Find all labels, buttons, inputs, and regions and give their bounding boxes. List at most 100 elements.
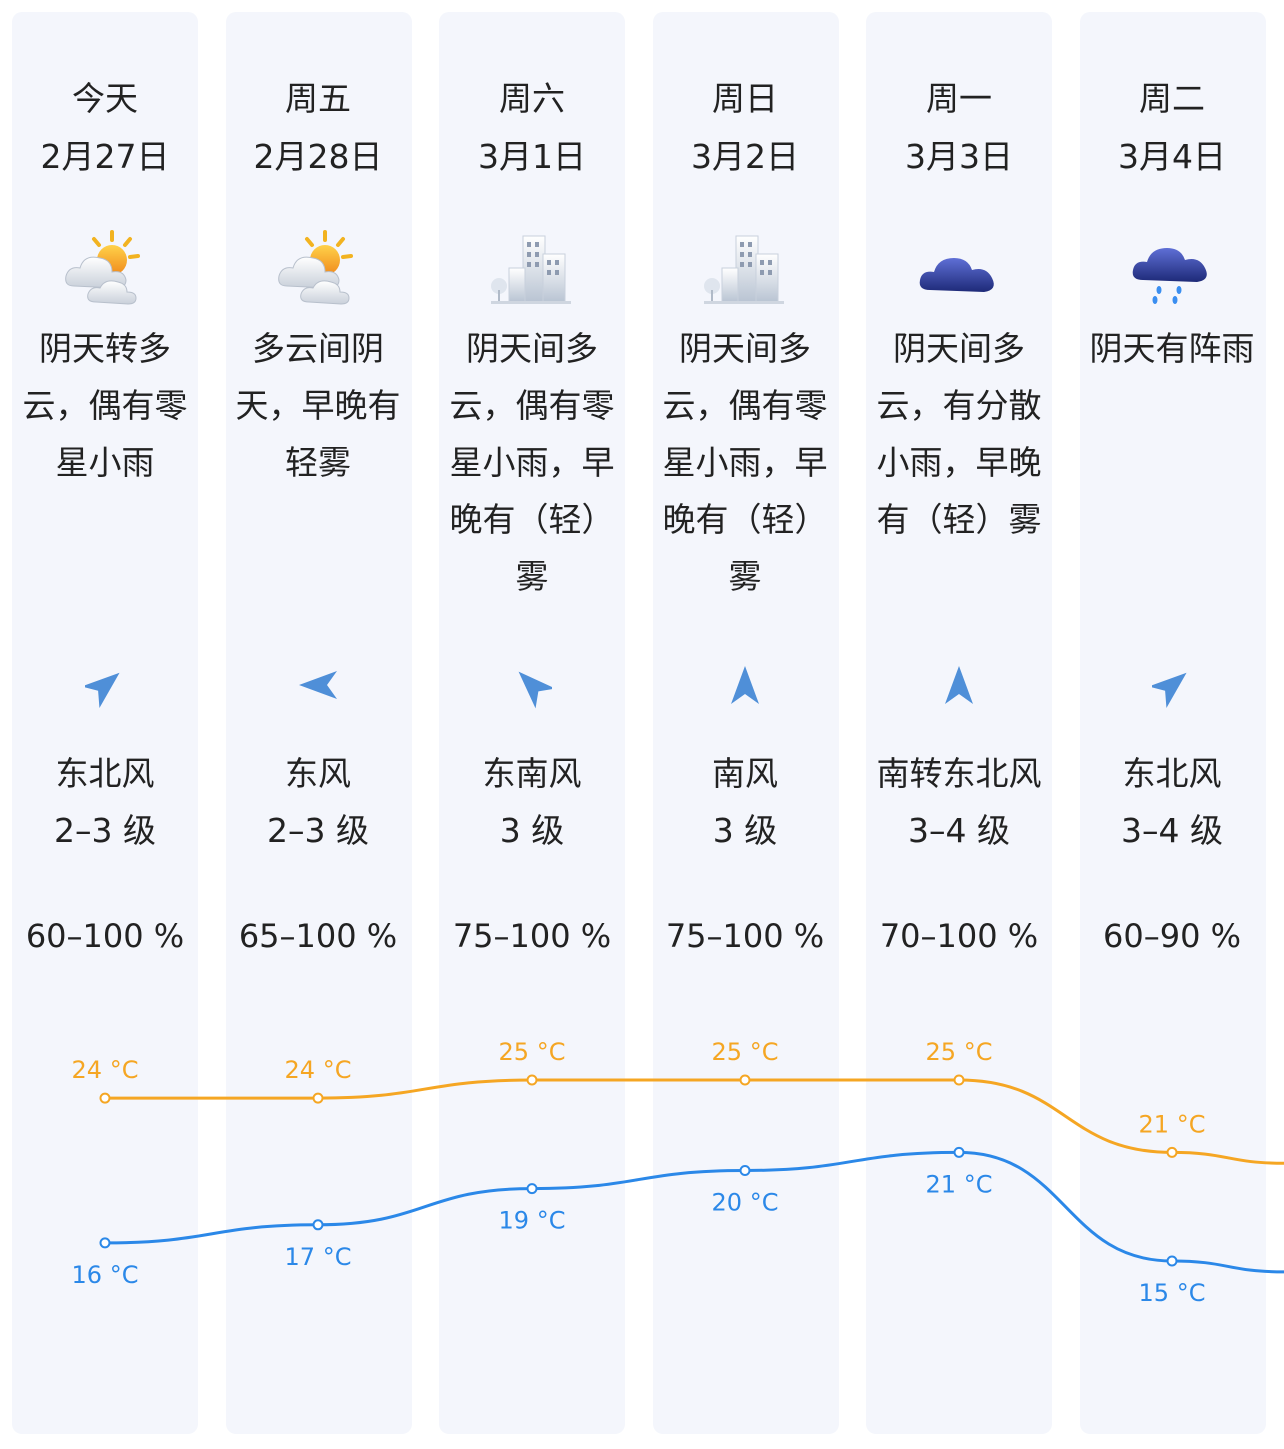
weather-description: 多云间阴天，早晚有轻雾: [223, 320, 413, 491]
high-temp-line: [105, 1078, 1284, 1165]
high-temp-label: 25 °C: [499, 1038, 566, 1066]
description-line: 小雨，早晚: [876, 443, 1042, 482]
weather-description: 阴天转多 云，偶有零 星小雨: [10, 320, 200, 491]
weather-description: 阴天有阵雨: [1077, 320, 1267, 377]
day-header: 周二 3月4日: [1065, 70, 1279, 186]
low-temp-point: [1166, 1255, 1178, 1267]
south-wind-arrow-icon: [725, 660, 765, 710]
humidity: 75–100 %: [452, 917, 612, 955]
weekday-label: 周日: [712, 79, 778, 118]
partly-cloudy-sun-icon: [60, 228, 150, 308]
northeast-wind-arrow-icon: [1148, 660, 1192, 710]
low-temp-label: 17 °C: [285, 1243, 352, 1271]
wind-level: 3–4 级: [1121, 811, 1223, 850]
weekday-label: 今天: [72, 79, 138, 118]
description-line: 星小雨: [55, 443, 155, 482]
date-label: 3月4日: [1118, 137, 1226, 176]
low-temp-point: [739, 1165, 751, 1176]
low-temp-line: [104, 1150, 1284, 1274]
description-line: 星小雨，早: [662, 443, 828, 482]
overcast-cloud-icon: [914, 228, 1004, 308]
low-temp-point: [312, 1219, 324, 1231]
weekday-label: 周一: [926, 79, 992, 118]
south-wind-arrow-icon: [939, 660, 979, 710]
wind-info: 东风 2–3 级: [211, 745, 425, 859]
description-line: 有（轻）雾: [876, 500, 1042, 539]
weekday-label: 周五: [285, 79, 351, 118]
description-line: 天，早晚有: [235, 386, 401, 425]
partly-cloudy-sun-icon: [273, 228, 363, 308]
low-temp-label: 19 °C: [499, 1207, 566, 1235]
low-temp-point: [953, 1146, 965, 1158]
wind-direction: 东北风: [55, 754, 155, 793]
weekday-label: 周二: [1139, 79, 1205, 118]
wind-info: 东南风 3 级: [425, 745, 639, 859]
wind-direction: 东北风: [1122, 754, 1222, 793]
southeast-wind-arrow-icon: [512, 660, 556, 710]
humidity: 70–100 %: [879, 917, 1039, 955]
day-header: 周一 3月3日: [852, 70, 1066, 186]
description-line: 雾: [515, 557, 549, 596]
low-temp-label: 15 °C: [1139, 1279, 1206, 1307]
date-label: 3月2日: [691, 137, 799, 176]
wind-level: 2–3 级: [54, 811, 156, 850]
weather-description: 阴天间多 云，偶有零 星小雨，早 晚有（轻） 雾: [650, 320, 840, 605]
haze-buildings-icon: [487, 228, 577, 308]
date-label: 3月1日: [478, 137, 586, 176]
description-line: 晚有（轻）: [662, 500, 828, 539]
wind-info: 东北风 3–4 级: [1065, 745, 1279, 859]
high-temp-point: [99, 1092, 111, 1104]
description-line: 雾: [728, 557, 762, 596]
description-line: 阴天转多: [39, 329, 171, 368]
wind-level: 3 级: [712, 811, 778, 850]
date-label: 2月28日: [253, 137, 383, 176]
low-temp-label: 20 °C: [712, 1189, 779, 1217]
wind-info: 东北风 2–3 级: [0, 745, 212, 859]
high-temp-point: [526, 1074, 538, 1086]
wind-info: 南转东北风 3–4 级: [852, 745, 1066, 859]
humidity: 60–100 %: [25, 917, 185, 955]
low-temp-point: [526, 1183, 538, 1195]
day-header: 周日 3月2日: [638, 70, 852, 186]
day-header: 周六 3月1日: [425, 70, 639, 186]
wind-direction: 南转东北风: [876, 754, 1042, 793]
day-header: 今天 2月27日: [0, 70, 212, 186]
high-temp-label: 25 °C: [712, 1038, 779, 1066]
humidity: 75–100 %: [665, 917, 825, 955]
east-wind-arrow-icon: [298, 660, 338, 710]
date-label: 2月27日: [40, 137, 170, 176]
low-temp-label: 21 °C: [926, 1170, 993, 1198]
wind-info: 南风 3 级: [638, 745, 852, 859]
description-line: 云，偶有零: [662, 386, 828, 425]
weather-description: 阴天间多云，有分散小雨，早晚有（轻）雾: [864, 320, 1054, 548]
weather-description: 阴天间多 云，偶有零 星小雨，早 晚有（轻） 雾: [437, 320, 627, 605]
day-header: 周五 2月28日: [211, 70, 425, 186]
wind-level: 3 级: [499, 811, 565, 850]
low-temp-point: [99, 1237, 111, 1249]
high-temp-label: 24 °C: [72, 1056, 139, 1084]
high-temp-label: 21 °C: [1139, 1110, 1206, 1138]
wind-direction: 东南风: [482, 754, 582, 793]
description-line: 轻雾: [285, 443, 351, 482]
high-temp-point: [1166, 1146, 1178, 1158]
description-line: 阴天间多: [466, 329, 598, 368]
wind-direction: 东风: [285, 754, 351, 793]
wind-level: 3–4 级: [908, 811, 1010, 850]
wind-direction: 南风: [712, 754, 778, 793]
wind-level: 2–3 级: [267, 811, 369, 850]
description-line: 多云间阴: [252, 329, 384, 368]
description-line: 云，有分散: [876, 386, 1042, 425]
description-line: 阴天有阵雨: [1089, 329, 1255, 368]
date-label: 3月3日: [905, 137, 1013, 176]
haze-buildings-icon: [700, 228, 790, 308]
description-line: 云，偶有零: [449, 386, 615, 425]
description-line: 阴天间多: [893, 329, 1025, 368]
description-line: 晚有（轻）: [449, 500, 615, 539]
low-temp-label: 16 °C: [72, 1261, 139, 1289]
day-column: [866, 12, 1052, 1434]
high-temp-point: [312, 1092, 324, 1104]
weekday-label: 周六: [499, 79, 565, 118]
northeast-wind-arrow-icon: [81, 660, 125, 710]
humidity: 65–100 %: [238, 917, 398, 955]
